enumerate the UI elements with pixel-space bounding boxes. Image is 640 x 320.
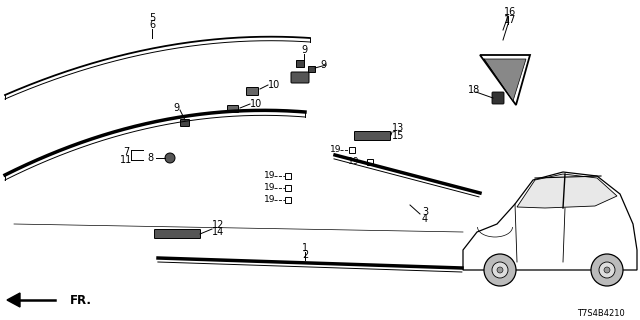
Text: 18: 18 (468, 85, 480, 95)
Text: 17: 17 (504, 15, 516, 25)
FancyBboxPatch shape (492, 92, 504, 104)
FancyBboxPatch shape (154, 229, 200, 238)
Bar (308, 66, 315, 72)
Text: 4: 4 (422, 214, 428, 224)
Circle shape (484, 254, 516, 286)
Text: 13: 13 (392, 123, 404, 133)
Bar (285, 173, 291, 179)
Text: 15: 15 (392, 131, 404, 141)
FancyBboxPatch shape (291, 72, 309, 83)
Text: 9: 9 (320, 60, 326, 70)
Circle shape (165, 153, 175, 163)
Circle shape (497, 267, 503, 273)
Text: 9: 9 (173, 103, 179, 113)
Circle shape (492, 262, 508, 278)
Text: 19: 19 (348, 157, 360, 166)
Text: 7: 7 (123, 147, 129, 157)
Text: 2: 2 (302, 250, 308, 260)
Text: 10: 10 (250, 99, 262, 109)
Text: 19: 19 (264, 183, 276, 193)
Bar (296, 60, 304, 67)
Circle shape (599, 262, 615, 278)
Bar (285, 197, 291, 203)
Text: 5: 5 (149, 13, 155, 23)
FancyBboxPatch shape (355, 132, 390, 140)
Polygon shape (517, 174, 617, 208)
Polygon shape (484, 59, 526, 101)
Bar (349, 147, 355, 153)
Text: 19: 19 (264, 196, 276, 204)
Text: 14: 14 (212, 227, 224, 237)
Text: 6: 6 (149, 20, 155, 30)
Polygon shape (480, 55, 530, 105)
Polygon shape (463, 172, 637, 270)
Text: 10: 10 (268, 80, 280, 90)
Text: FR.: FR. (70, 293, 92, 307)
Text: 19: 19 (330, 146, 342, 155)
Bar (285, 185, 291, 191)
Text: 12: 12 (212, 220, 224, 230)
FancyBboxPatch shape (246, 87, 259, 95)
Circle shape (604, 267, 610, 273)
FancyBboxPatch shape (180, 119, 189, 126)
Text: 9: 9 (301, 45, 307, 55)
Text: 19: 19 (264, 172, 276, 180)
Bar (367, 159, 373, 165)
Text: 8: 8 (147, 153, 153, 163)
Polygon shape (7, 293, 20, 307)
Circle shape (591, 254, 623, 286)
Text: T7S4B4210: T7S4B4210 (577, 309, 625, 318)
Text: 16: 16 (504, 7, 516, 17)
Text: 1: 1 (302, 243, 308, 253)
Text: 3: 3 (422, 207, 428, 217)
FancyBboxPatch shape (227, 106, 239, 113)
Text: 11: 11 (120, 155, 132, 165)
